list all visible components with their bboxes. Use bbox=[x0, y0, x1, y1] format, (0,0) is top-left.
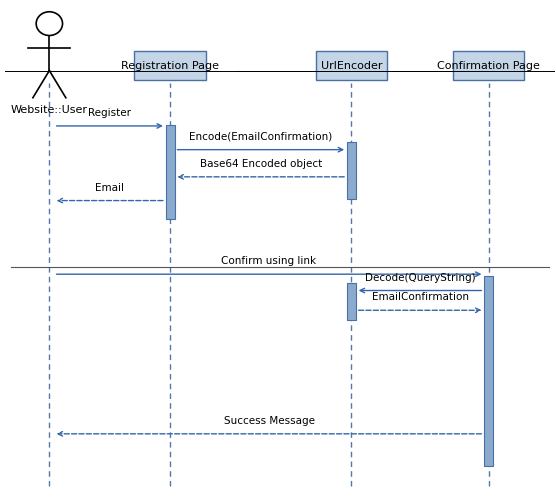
Text: Encode(EmailConfirmation): Encode(EmailConfirmation) bbox=[189, 132, 332, 142]
Bar bbox=[166, 125, 175, 219]
Text: Confirm using link: Confirm using link bbox=[221, 256, 316, 266]
Bar bbox=[484, 276, 493, 466]
Text: Success Message: Success Message bbox=[224, 416, 315, 426]
Bar bbox=[347, 283, 356, 320]
Text: Base64 Encoded object: Base64 Encoded object bbox=[200, 159, 322, 169]
Text: Decode(QueryString): Decode(QueryString) bbox=[365, 272, 475, 283]
Text: Website::User: Website::User bbox=[11, 105, 88, 115]
Text: UrlEncoder: UrlEncoder bbox=[321, 61, 382, 71]
Text: Registration Page: Registration Page bbox=[121, 61, 219, 71]
Text: Confirmation Page: Confirmation Page bbox=[437, 61, 540, 71]
Bar bbox=[316, 51, 387, 81]
Bar bbox=[135, 51, 206, 81]
Text: EmailConfirmation: EmailConfirmation bbox=[371, 292, 469, 302]
Text: Email: Email bbox=[95, 183, 124, 193]
Text: Register: Register bbox=[88, 108, 131, 118]
Bar bbox=[347, 142, 356, 199]
Bar bbox=[453, 51, 524, 81]
